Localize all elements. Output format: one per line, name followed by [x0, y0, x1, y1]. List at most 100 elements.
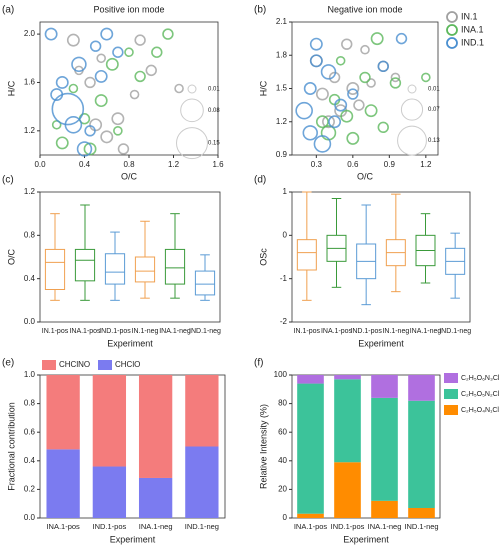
bubble — [64, 115, 83, 134]
x-tick-label: IN.1-pos — [42, 328, 69, 335]
y-tick-label: 0.8 — [24, 399, 36, 408]
bubble — [335, 55, 346, 66]
bubble — [83, 142, 97, 156]
bubble — [162, 28, 174, 40]
y-tick-label: 0.4 — [24, 456, 36, 465]
legend-swatch — [446, 24, 458, 36]
x-axis-label: Experiment — [358, 338, 404, 348]
bubble — [328, 115, 342, 129]
bubble — [346, 82, 360, 95]
x-tick-label: 1.2 — [420, 160, 432, 169]
bar-segment — [297, 513, 324, 518]
x-tick-label: 1.6 — [212, 160, 224, 169]
bubble — [389, 77, 402, 89]
legend-label: INA.1 — [461, 24, 484, 34]
bubble — [309, 37, 323, 51]
bubble — [309, 54, 323, 68]
legend-label: C₂H₅O₄N₁Cl — [461, 407, 499, 414]
bubble — [366, 78, 376, 88]
y-axis-label: O/C — [6, 249, 16, 266]
legend-label: C₂H₅O₅N₂Cl — [461, 391, 500, 398]
x-tick-label: IND.1-neg — [439, 328, 471, 335]
y-tick-label: 1.6 — [24, 78, 36, 87]
bubble — [315, 87, 329, 101]
size-legend-label: 0.01 — [428, 87, 440, 93]
x-tick-label: INA.1-neg — [410, 328, 442, 335]
y-tick-label: 1 — [283, 187, 288, 196]
bar-segment — [371, 397, 398, 501]
legend-swatch — [444, 405, 458, 415]
y-tick-label: 40 — [278, 456, 287, 465]
bubble — [66, 33, 80, 47]
size-legend-circle — [180, 98, 204, 123]
bubble — [322, 115, 335, 129]
bubble — [315, 115, 329, 129]
size-legend-circle — [187, 84, 197, 94]
bar-segment — [92, 466, 127, 518]
y-tick-label: 0.0 — [24, 513, 36, 522]
y-tick-label: 0 — [283, 513, 288, 522]
y-tick-label: 1.8 — [276, 50, 288, 59]
legend-swatch — [42, 360, 56, 370]
x-tick-label: IN.1-pos — [294, 328, 321, 335]
bubble — [134, 34, 146, 46]
bar-segment — [408, 375, 435, 401]
bubble — [105, 57, 119, 71]
bubble — [84, 76, 96, 89]
y-tick-label: 0.9 — [276, 150, 288, 159]
x-tick-label: INA.1-neg — [368, 522, 402, 531]
y-axis-label: H/C — [6, 80, 16, 96]
size-legend-label: 0.15 — [208, 141, 220, 147]
panel-label: (e) — [2, 358, 14, 369]
x-axis-label: Experiment — [343, 534, 389, 544]
box — [44, 248, 66, 291]
panel-label: (a) — [2, 5, 14, 16]
bubble — [295, 101, 313, 120]
x-tick-label: IND.1-neg — [185, 522, 219, 531]
panel-label: (d) — [254, 175, 266, 186]
bar-segment — [297, 375, 324, 384]
bubble — [151, 46, 163, 58]
panel-label: (c) — [2, 175, 14, 186]
x-tick-label: IND.1-pos — [92, 522, 126, 531]
bubble — [117, 143, 130, 155]
bubble — [364, 104, 378, 118]
bubble — [360, 44, 370, 55]
bubble — [134, 70, 146, 83]
x-tick-label: 0.9 — [384, 160, 396, 169]
box — [164, 248, 186, 285]
bubble — [84, 125, 96, 137]
box — [104, 253, 126, 285]
bar-segment — [46, 375, 80, 450]
bubble — [94, 94, 108, 108]
plot-frame — [39, 191, 221, 323]
x-tick-label: IN.1-neg — [382, 328, 409, 335]
x-tick-label: 1.2 — [168, 160, 180, 169]
bubble — [96, 53, 106, 64]
bar-segment — [297, 383, 324, 514]
x-tick-label: IND.1-neg — [404, 522, 438, 531]
size-legend-circle — [407, 84, 417, 94]
x-tick-label: 0.0 — [34, 160, 46, 169]
panel-label: (b) — [254, 5, 266, 16]
size-legend-label: 0.08 — [208, 108, 220, 114]
x-axis-label: O/C — [357, 171, 374, 181]
x-tick-label: IND.1-pos — [331, 522, 365, 531]
y-tick-label: 1.2 — [24, 126, 36, 135]
x-tick-label: IND.1-pos — [350, 328, 382, 335]
y-axis-label: H/C — [258, 80, 268, 96]
bar-segment — [185, 446, 219, 518]
bar-segment — [334, 379, 361, 463]
bubble — [370, 32, 384, 46]
y-tick-label: 0.6 — [24, 427, 36, 436]
bubble — [347, 88, 359, 100]
bubble — [377, 60, 389, 73]
bar-segment — [185, 375, 219, 447]
x-tick-label: INA.1-pos — [294, 522, 328, 531]
bar-segment — [334, 375, 361, 380]
bar-segment — [408, 400, 435, 508]
y-tick-label: -2 — [280, 317, 288, 326]
y-tick-label: 1.2 — [24, 187, 36, 196]
y-tick-label: 20 — [278, 485, 287, 494]
